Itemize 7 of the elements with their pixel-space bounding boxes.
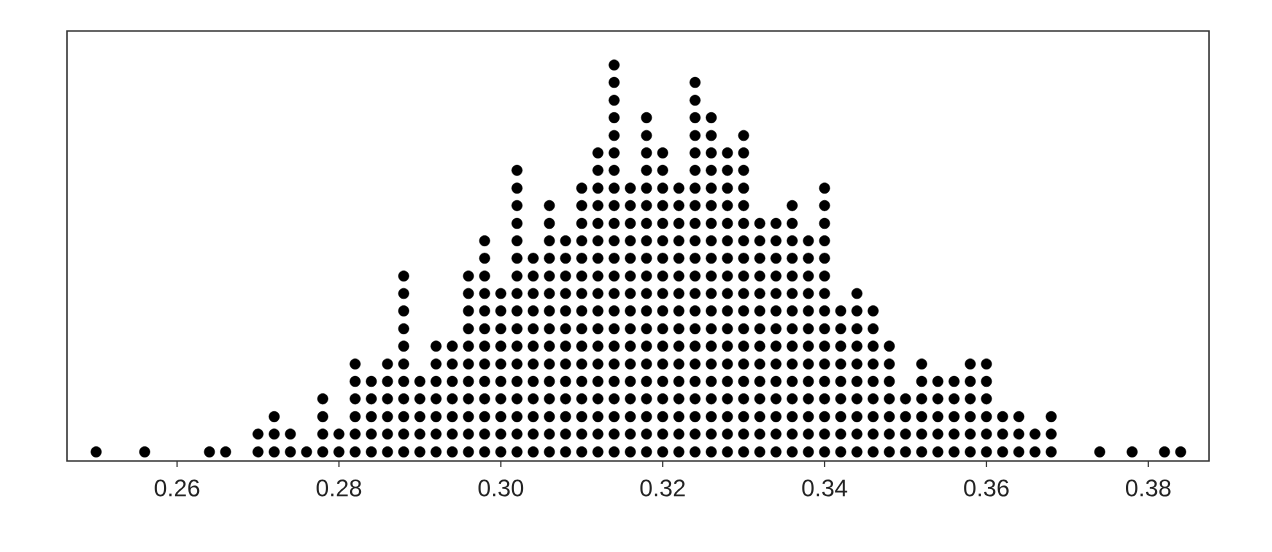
x-tick-label: 0.32 bbox=[640, 479, 685, 497]
x-tick-label: 0.26 bbox=[154, 479, 200, 497]
x-tick-label: 0.38 bbox=[1125, 479, 1171, 497]
x-tick-label: 0.28 bbox=[316, 479, 362, 497]
x-tick-label: 0.34 bbox=[802, 479, 848, 497]
x-tick-label: 0.36 bbox=[964, 479, 1009, 497]
x-tick-label: 0.30 bbox=[478, 479, 524, 497]
